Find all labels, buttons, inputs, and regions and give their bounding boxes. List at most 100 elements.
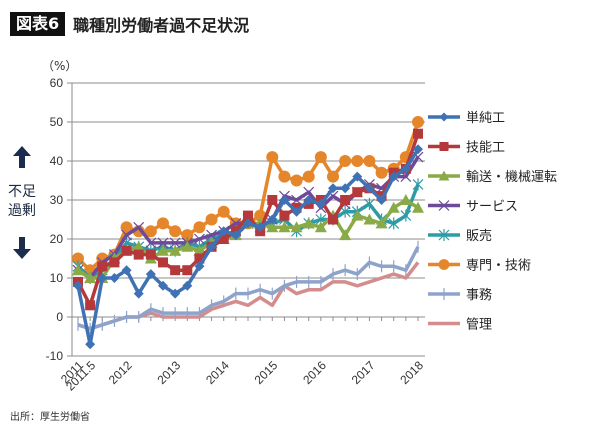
data-point xyxy=(375,166,388,179)
data-point xyxy=(376,195,387,205)
data-point xyxy=(412,178,424,191)
figure-title: 職種別労働者過不足状況 xyxy=(73,16,250,35)
figure-header: 図表6 職種別労働者過不足状況 xyxy=(10,12,249,36)
data-point xyxy=(121,245,132,256)
data-point xyxy=(144,225,157,238)
x-tick-label: 2017 xyxy=(349,358,378,387)
data-point xyxy=(157,217,169,230)
x-tick-label: 2018 xyxy=(397,358,426,387)
data-point xyxy=(120,221,133,234)
data-point xyxy=(439,112,449,122)
data-point xyxy=(328,214,338,225)
data-point xyxy=(194,253,205,264)
y-axis-unit-label: （%） xyxy=(42,59,78,73)
arrow-down-icon xyxy=(13,237,31,259)
data-point xyxy=(170,288,181,299)
data-point xyxy=(145,237,157,249)
data-point xyxy=(217,205,230,218)
data-point xyxy=(400,209,412,222)
legend-item: 技能工 xyxy=(428,141,505,156)
data-point xyxy=(181,229,194,242)
data-point xyxy=(412,116,424,128)
data-point xyxy=(97,261,108,272)
data-point xyxy=(230,230,241,241)
data-point xyxy=(400,163,411,174)
y-tick-label: 40 xyxy=(50,154,64,168)
legend-label: 販売 xyxy=(466,228,492,244)
data-point xyxy=(328,183,338,194)
shortage-label: 不足 xyxy=(8,184,36,200)
data-point xyxy=(206,241,217,252)
data-point xyxy=(133,288,144,299)
legend-label: サービス xyxy=(466,200,518,215)
data-point xyxy=(303,186,315,198)
data-point xyxy=(267,195,278,205)
data-point xyxy=(388,171,399,182)
legend-label: 専門・技術 xyxy=(466,259,531,274)
data-point xyxy=(181,240,194,252)
legend-item: サービス xyxy=(428,200,518,215)
series-1 xyxy=(73,144,423,350)
data-point xyxy=(109,273,120,283)
legend-item: 輸送・機械運転 xyxy=(428,170,557,185)
data-point xyxy=(169,237,181,249)
series-7 xyxy=(77,240,420,335)
data-point xyxy=(399,194,412,205)
legend-item: 管理 xyxy=(428,318,492,333)
data-point xyxy=(193,221,206,234)
legend-label: 輸送・機械運転 xyxy=(466,170,557,185)
y-tick-label: -10 xyxy=(46,349,64,363)
data-point xyxy=(351,155,364,167)
legend-item: 事務 xyxy=(428,288,492,303)
arrow-up-icon xyxy=(13,146,31,168)
data-point xyxy=(205,213,218,226)
data-point xyxy=(303,195,314,205)
data-point xyxy=(279,195,290,205)
data-point xyxy=(438,259,450,270)
x-tick-label: 2015 xyxy=(252,358,281,387)
data-point xyxy=(413,128,423,139)
data-point xyxy=(279,210,290,221)
data-point xyxy=(84,272,97,283)
data-point xyxy=(255,222,266,233)
data-point xyxy=(364,183,375,194)
data-point xyxy=(290,174,303,187)
data-point xyxy=(72,252,84,265)
data-point xyxy=(363,155,376,167)
data-point xyxy=(218,234,229,244)
data-point xyxy=(254,209,267,222)
data-point xyxy=(291,206,302,217)
data-point xyxy=(169,225,182,238)
figure-number-badge: 図表6 xyxy=(10,12,66,36)
data-point xyxy=(352,171,363,182)
y-tick-label: 50 xyxy=(50,115,64,129)
data-point xyxy=(145,269,156,280)
source-note: 出所：厚生労働省 xyxy=(10,412,90,423)
data-point xyxy=(133,221,145,233)
data-point xyxy=(193,244,206,256)
data-point xyxy=(182,265,193,276)
data-point xyxy=(315,198,326,209)
data-point xyxy=(438,200,450,211)
data-point xyxy=(363,213,376,225)
data-point xyxy=(157,237,169,249)
data-point xyxy=(302,217,315,229)
data-point xyxy=(85,300,96,311)
data-point xyxy=(327,170,339,183)
data-point xyxy=(194,233,205,245)
data-point xyxy=(339,155,352,167)
data-point xyxy=(290,221,303,233)
data-point xyxy=(169,244,182,256)
data-point xyxy=(438,170,450,181)
surplus-label: 過剰 xyxy=(8,203,36,219)
data-point xyxy=(340,183,351,194)
data-point xyxy=(97,273,108,283)
data-point xyxy=(352,187,363,198)
data-point xyxy=(109,257,120,268)
legend-label: 単純工 xyxy=(466,110,505,126)
data-point xyxy=(412,201,424,213)
data-point xyxy=(133,249,144,260)
data-point xyxy=(145,249,156,260)
